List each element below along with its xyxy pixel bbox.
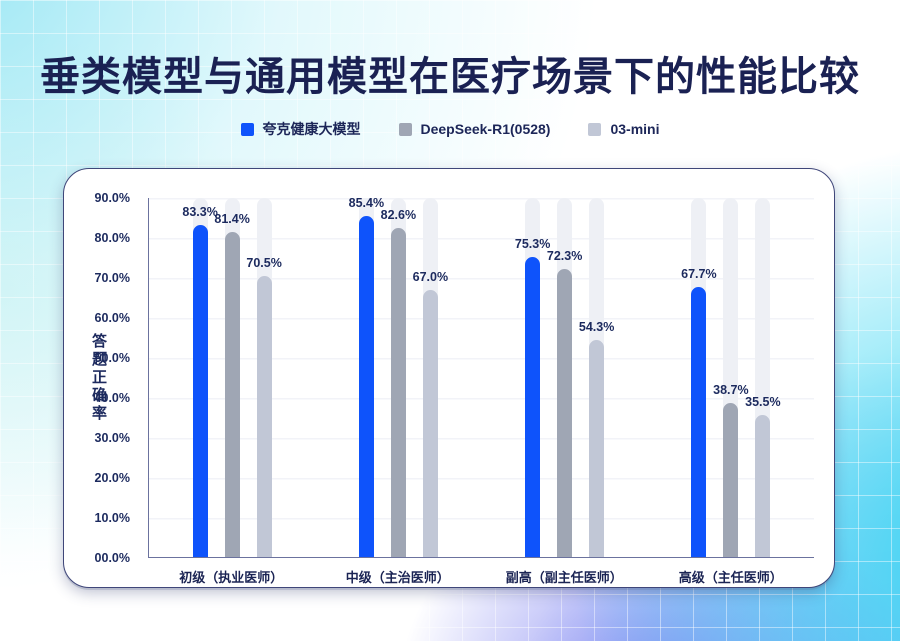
bar-DeepSeek-R1(0528) bbox=[224, 232, 240, 557]
bar-value-label: 70.5% bbox=[246, 255, 282, 270]
y-tick-label: 60.0% bbox=[94, 311, 130, 325]
y-tick-label: 80.0% bbox=[94, 230, 130, 245]
y-axis-ticks: 90.0% 80.0% 70.0% 60.0% 50.0% 40.0% 30.0% 20.0%… bbox=[64, 191, 140, 565]
y-tick-label: 00.0% bbox=[94, 551, 130, 565]
bar-slot: 70.5% bbox=[246, 198, 282, 557]
bar-value-label: 54.3% bbox=[578, 320, 615, 335]
y-tick-label: 70.0% bbox=[94, 270, 130, 285]
x-category-label-1: 中级（主治医师） bbox=[345, 570, 450, 585]
bar-DeepSeek-R1(0528) bbox=[557, 268, 573, 557]
bar-DeepSeek-R1(0528) bbox=[723, 402, 739, 557]
bar-slot: 82.6% bbox=[381, 198, 416, 557]
bar-value-label: 35.5% bbox=[745, 395, 781, 410]
bar-slot: 54.3% bbox=[579, 198, 614, 557]
bar-slot: 67.0% bbox=[413, 198, 448, 557]
y-tick-label: 10.0% bbox=[94, 510, 130, 525]
bar-group-1: 85.4% 82.6% 67.0% bbox=[349, 196, 448, 557]
legend-swatch-icon bbox=[398, 122, 412, 136]
page-title: 垂类模型与通用模型在医疗场景下的性能比较 bbox=[40, 55, 860, 99]
bar-夸克健康大模型 bbox=[358, 216, 374, 557]
bar-value-label: 81.4% bbox=[214, 212, 250, 227]
plot-area: 83.3% 81.4% 70.5% 85.4% 82.6% 67.0% 75.3% 72.3%… bbox=[148, 196, 814, 558]
bar-03-mini bbox=[256, 275, 272, 557]
bar-slot: 85.4% bbox=[349, 196, 384, 557]
x-category-label-2: 副高（副主任医师） bbox=[505, 570, 623, 585]
bar-value-label: 85.4% bbox=[348, 196, 385, 211]
bar-夸克健康大模型 bbox=[192, 224, 208, 557]
x-axis-labels: 初级（执业医师） 中级（主治医师） 副高（副主任医师） 高级（主任医师） bbox=[148, 567, 814, 586]
bar-03-mini bbox=[422, 289, 438, 557]
bar-group-2: 75.3% 72.3% 54.3% bbox=[515, 198, 614, 557]
bar-slot: 35.5% bbox=[745, 198, 781, 557]
y-tick-label: 50.0% bbox=[94, 350, 130, 365]
y-axis-title: 答题正确率 bbox=[90, 333, 107, 423]
bar-夸克健康大模型 bbox=[525, 256, 541, 557]
bar-group-0: 83.3% 81.4% 70.5% bbox=[182, 198, 282, 557]
chart-legend: 夸克健康大模型 DeepSeek-R1(0528) 03-mini bbox=[0, 119, 900, 139]
legend-swatch-icon bbox=[588, 122, 602, 136]
y-tick-label: 40.0% bbox=[94, 391, 130, 405]
y-tick-label: 90.0% bbox=[94, 191, 130, 205]
bar-groups: 83.3% 81.4% 70.5% 85.4% 82.6% 67.0% 75.3% 72.3%… bbox=[149, 196, 814, 557]
bar-group-3: 67.7% 38.7% 35.5% bbox=[681, 198, 781, 557]
bar-slot: 38.7% bbox=[713, 198, 749, 557]
bar-value-label: 72.3% bbox=[546, 248, 583, 263]
bar-value-label: 82.6% bbox=[380, 207, 417, 222]
bar-03-mini bbox=[755, 415, 771, 557]
bar-value-label: 67.0% bbox=[412, 269, 449, 284]
bar-slot: 81.4% bbox=[214, 198, 250, 557]
bar-DeepSeek-R1(0528) bbox=[390, 227, 406, 557]
legend-label: DeepSeek-R1(0528) bbox=[420, 121, 551, 137]
bar-slot: 72.3% bbox=[547, 198, 582, 557]
bar-03-mini bbox=[589, 340, 605, 557]
bar-value-label: 75.3% bbox=[514, 236, 551, 251]
bar-夸克健康大模型 bbox=[691, 286, 707, 557]
legend-item-0: 夸克健康大模型 bbox=[240, 119, 361, 139]
legend-swatch-icon bbox=[240, 122, 254, 136]
x-category-label-0: 初级（执业医师） bbox=[179, 570, 284, 585]
legend-item-2: 03-mini bbox=[588, 121, 659, 137]
bar-slot: 67.7% bbox=[681, 198, 717, 557]
bar-value-label: 38.7% bbox=[713, 382, 749, 397]
chart-card: 答题正确率 90.0% 80.0% 70.0% 60.0% 50.0% 40.0% 30.0… bbox=[63, 168, 835, 588]
bar-slot: 83.3% bbox=[182, 198, 218, 557]
y-tick-label: 30.0% bbox=[94, 431, 130, 445]
legend-item-1: DeepSeek-R1(0528) bbox=[398, 121, 551, 137]
bar-slot: 75.3% bbox=[515, 198, 550, 557]
bar-value-label: 67.7% bbox=[681, 266, 717, 281]
legend-label: 03-mini bbox=[610, 121, 660, 137]
bar-value-label: 83.3% bbox=[182, 204, 218, 219]
y-tick-label: 20.0% bbox=[94, 471, 130, 485]
x-category-label-3: 高级（主任医师） bbox=[678, 570, 783, 585]
legend-label: 夸克健康大模型 bbox=[262, 121, 361, 137]
